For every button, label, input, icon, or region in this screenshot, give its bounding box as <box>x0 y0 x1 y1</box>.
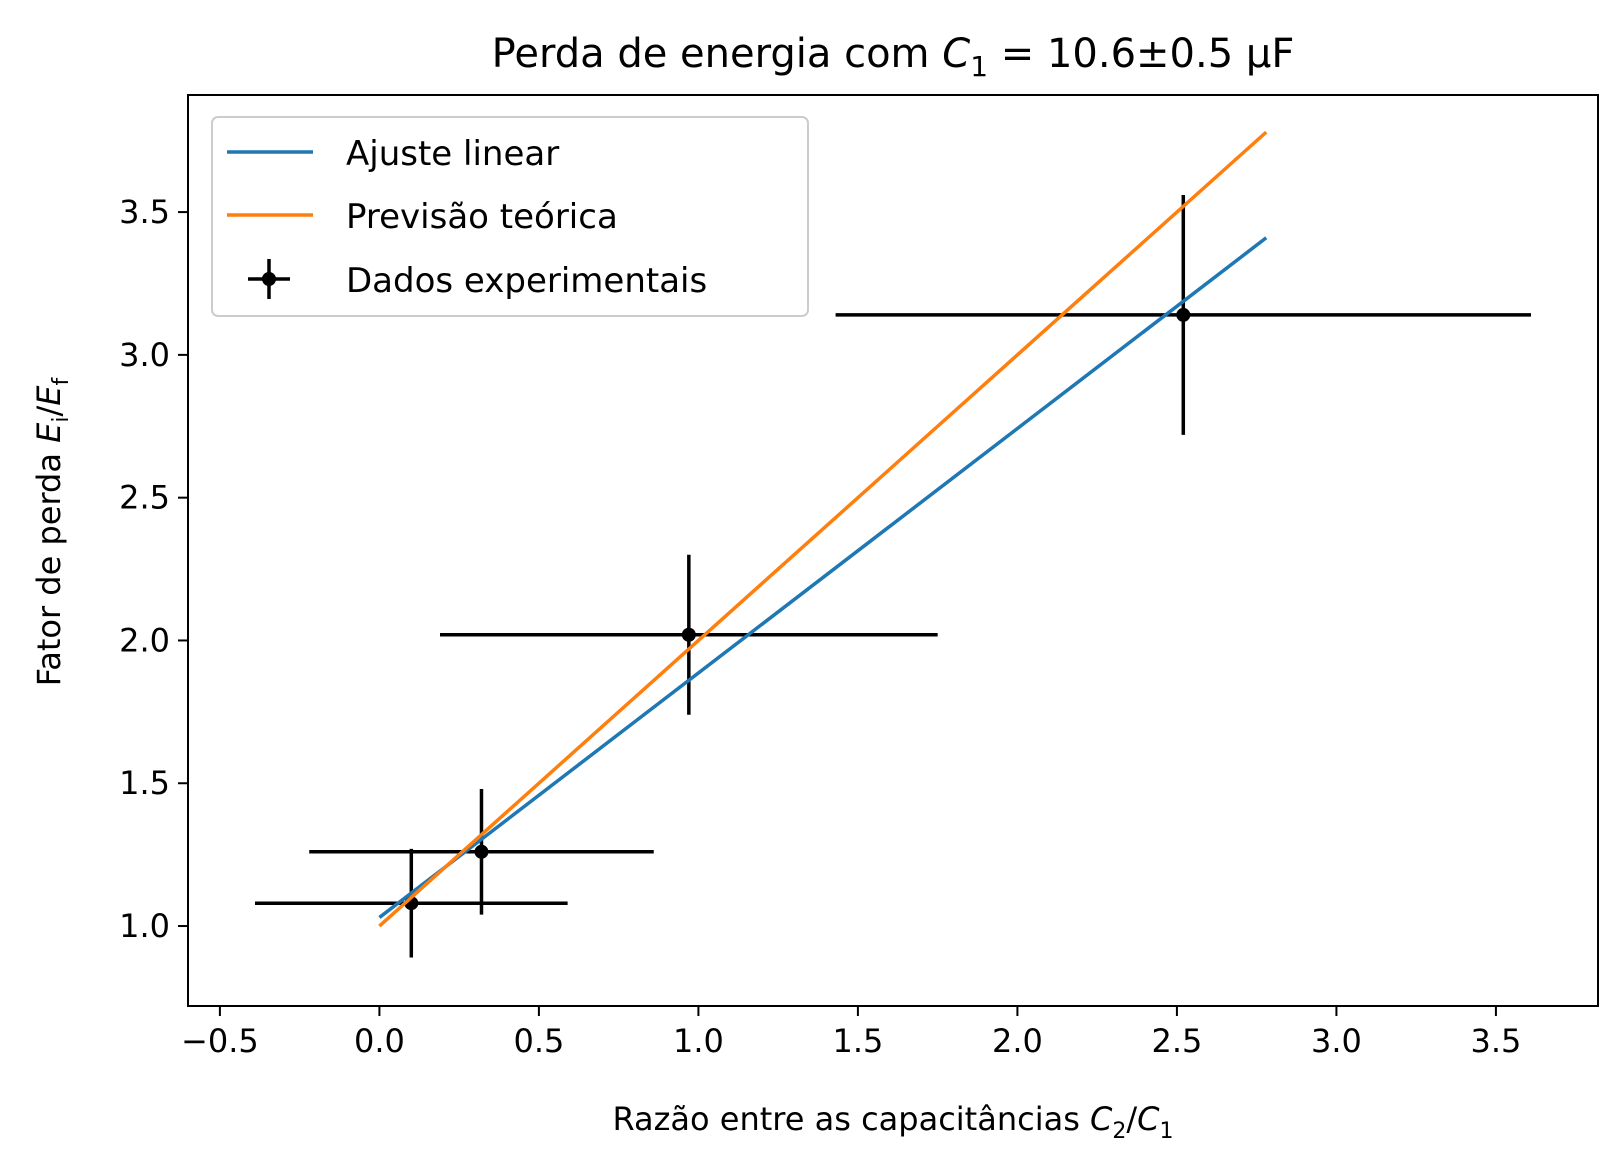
legend-label-ajuste-linear: Ajuste linear <box>346 134 559 174</box>
data-point-4 <box>835 194 1532 435</box>
legend-label-previsao-teorica: Previsão teórica <box>346 197 618 237</box>
y-tick-label: 1.0 <box>119 907 170 945</box>
y-tick-label: 3.5 <box>119 193 170 231</box>
legend-label-dados-experimentais: Dados experimentais <box>346 261 707 301</box>
data-marker <box>1176 307 1191 322</box>
x-axis-ticks: −0.5 0.0 0.5 1.0 1.5 2.0 2.5 3.0 3.5 <box>181 1006 1521 1060</box>
legend-errorbar-marker <box>262 272 276 286</box>
series-line-previsao-teorica <box>378 130 1268 928</box>
x-tick-label: 0.5 <box>513 1022 564 1060</box>
y-tick-label: 1.5 <box>119 764 170 802</box>
data-marker <box>681 627 696 642</box>
series-line-ajuste-linear <box>378 236 1268 919</box>
x-tick-label: 2.0 <box>992 1022 1043 1060</box>
data-marker <box>474 844 489 859</box>
x-tick-label: 0.0 <box>354 1022 405 1060</box>
x-tick-label: 2.5 <box>1151 1022 1202 1060</box>
y-tick-label: 2.0 <box>119 621 170 659</box>
data-point-3 <box>440 554 938 715</box>
x-tick-label: −0.5 <box>181 1022 259 1060</box>
legend: Ajuste linear Previsão teórica Dados exp… <box>211 116 809 317</box>
x-tick-label: 3.0 <box>1311 1022 1362 1060</box>
data-point-2 <box>309 788 654 915</box>
legend-box <box>211 116 809 317</box>
y-tick-label: 3.0 <box>119 336 170 374</box>
x-tick-label: 3.5 <box>1470 1022 1521 1060</box>
series-layer <box>254 130 1532 958</box>
plot-area-frame <box>187 94 1599 1007</box>
x-tick-label: 1.0 <box>673 1022 724 1060</box>
y-tick-label: 2.5 <box>119 479 170 517</box>
chart-title: Perda de energia com C1 = 10.6±0.5 µF <box>492 31 1295 83</box>
legend-swatch-dados-experimentais <box>248 259 290 299</box>
y-axis-ticks: 1.0 1.5 2.0 2.5 3.0 3.5 <box>119 193 188 945</box>
x-tick-label: 1.5 <box>832 1022 883 1060</box>
y-axis-label: Fator de perda Ei/Ef <box>30 377 74 687</box>
x-axis-label: Razão entre as capacitâncias C2/C1 <box>612 1100 1173 1144</box>
